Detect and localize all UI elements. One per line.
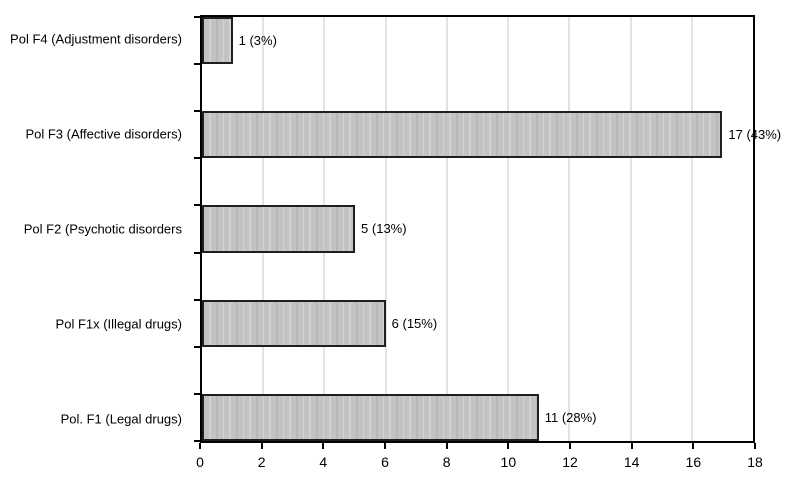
x-tick-label: 18 bbox=[747, 454, 763, 470]
gridline-x-8 bbox=[445, 17, 448, 441]
x-tick-label: 12 bbox=[562, 454, 578, 470]
x-tick-mark bbox=[754, 443, 756, 449]
bar-value-label: 6 (15%) bbox=[391, 315, 438, 331]
bar bbox=[202, 393, 539, 441]
gridline-x-16 bbox=[690, 17, 693, 441]
y-tick-mark bbox=[194, 440, 200, 442]
bar bbox=[202, 299, 386, 347]
bar-row: 17 (43%) bbox=[202, 111, 781, 159]
x-tick-mark bbox=[507, 443, 510, 449]
x-tick-label: 2 bbox=[257, 454, 266, 470]
y-tick-mark bbox=[194, 157, 200, 160]
x-tick-label: 16 bbox=[685, 454, 702, 470]
gridline-x-6 bbox=[384, 17, 387, 441]
x-tick-mark bbox=[692, 443, 695, 449]
bar-value-label: 5 (13%) bbox=[361, 221, 407, 237]
gridline-x-12 bbox=[568, 17, 571, 441]
bar-row: 6 (15%) bbox=[202, 299, 753, 347]
x-tick-mark bbox=[260, 443, 263, 449]
y-tick-mark bbox=[194, 298, 200, 301]
plot-area: 1 (3%) 17 (43%) 5 (13%) 6 (15%) 11 (28%) bbox=[194, 15, 781, 443]
category-label: Pol F2 (Psychotic disorders bbox=[23, 221, 182, 237]
bar-value-label: 17 (43%) bbox=[728, 127, 782, 143]
y-tick-mark bbox=[194, 345, 200, 348]
x-tick-mark bbox=[445, 443, 448, 449]
category-label: Pol F4 (Adjustment disorders) bbox=[10, 31, 182, 47]
x-tick-mark bbox=[630, 443, 633, 449]
bar bbox=[202, 205, 356, 253]
bar bbox=[202, 17, 233, 65]
gridline-x-14 bbox=[629, 17, 632, 441]
x-tick-mark bbox=[199, 443, 201, 449]
x-tick-mark bbox=[384, 443, 386, 449]
y-tick-mark bbox=[194, 63, 200, 66]
x-tick-label: 8 bbox=[442, 454, 451, 470]
category-label: Pol F1x (Illegal drugs) bbox=[55, 316, 182, 332]
x-tick-label: 0 bbox=[196, 454, 204, 470]
y-tick-mark bbox=[194, 110, 200, 113]
bar-row: 1 (3%) bbox=[202, 17, 753, 65]
y-tick-mark bbox=[194, 16, 200, 18]
bar-row: 11 (28%) bbox=[202, 393, 753, 441]
x-tick-label: 4 bbox=[319, 454, 328, 470]
x-tick-mark bbox=[569, 443, 571, 449]
x-axis: 0 2 4 6 8 10 12 14 16 18 bbox=[196, 443, 763, 480]
gridline-x-10 bbox=[507, 17, 510, 441]
y-tick-mark bbox=[194, 392, 200, 395]
x-tick-label: 14 bbox=[623, 454, 640, 470]
x-tick-label: 6 bbox=[381, 454, 389, 470]
bar-value-label: 11 (28%) bbox=[544, 409, 597, 425]
bar bbox=[202, 111, 723, 159]
y-tick-mark bbox=[194, 204, 200, 207]
x-tick-label: 10 bbox=[500, 454, 517, 470]
category-label: Pol. F1 (Legal drugs) bbox=[60, 411, 182, 427]
bar-row: 5 (13%) bbox=[202, 205, 753, 253]
category-label: Pol F3 (Affective disorders) bbox=[25, 126, 182, 142]
x-tick-mark bbox=[322, 443, 325, 449]
bar-value-label: 1 (3%) bbox=[238, 33, 277, 49]
y-tick-mark bbox=[194, 251, 200, 254]
category-axis: Pol F4 (Adjustment disorders) Pol F3 (Aff… bbox=[0, 15, 191, 443]
